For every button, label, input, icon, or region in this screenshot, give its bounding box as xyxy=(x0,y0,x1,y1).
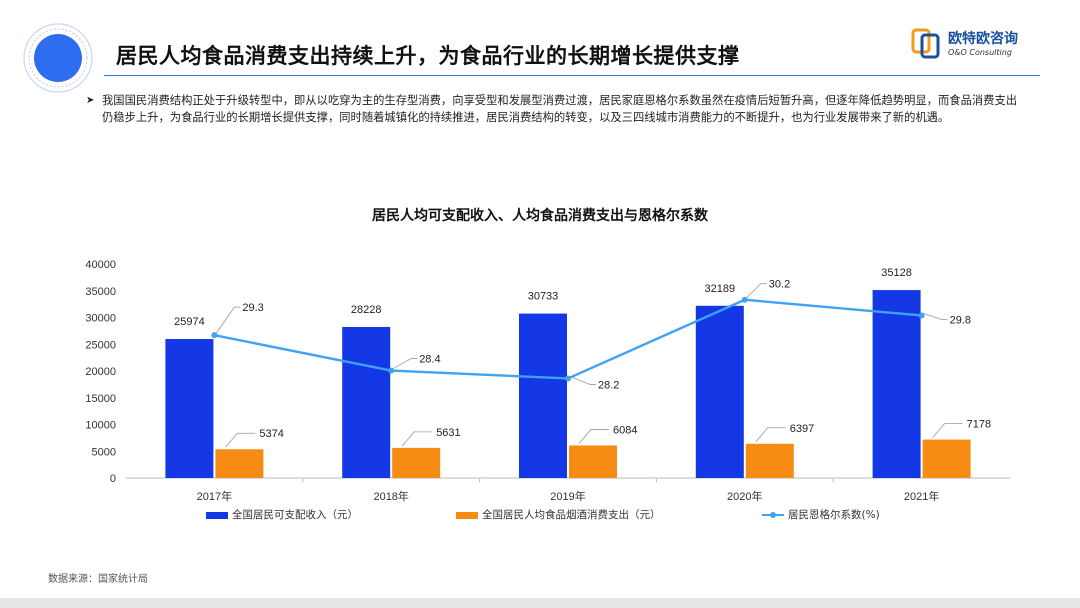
logo-name: 欧特欧咨询 xyxy=(948,31,1018,47)
legend-swatch-engel xyxy=(762,512,784,518)
engel-point xyxy=(918,312,925,319)
engel-label: 30.2 xyxy=(769,279,790,291)
engel-leader xyxy=(393,358,418,369)
chart-title: 居民人均可支配收入、人均食品消费支出与恩格尔系数 xyxy=(372,208,708,224)
y-tick-label: 10000 xyxy=(85,420,116,432)
page-title: 居民人均食品消费支出持续上升，为食品行业的长期增长提供支撑 xyxy=(116,44,740,68)
engel-label: 28.2 xyxy=(598,379,619,391)
bar-income-label: 25974 xyxy=(174,316,205,328)
engel-point xyxy=(211,332,218,339)
bullet-arrow-icon: ➤ xyxy=(86,95,95,106)
bar-food xyxy=(922,439,971,478)
engel-label: 28.4 xyxy=(419,354,440,366)
bar-food-label: 6084 xyxy=(613,424,637,436)
engel-leader xyxy=(569,376,596,385)
engel-label: 29.3 xyxy=(242,302,263,314)
bar-food xyxy=(392,447,441,478)
bar-food-label: 6397 xyxy=(790,423,814,435)
legend-swatch-food xyxy=(456,511,478,519)
bar-income xyxy=(165,339,214,478)
legend-food: 全国居民人均食品烟酒消费支出（元） xyxy=(456,507,661,522)
engel-point xyxy=(741,296,748,303)
bar-food-leader xyxy=(932,423,963,438)
legend-engel: 居民恩格尔系数(%) xyxy=(762,507,880,522)
y-tick-label: 0 xyxy=(110,473,116,485)
title-divider xyxy=(104,75,1040,76)
footer-band xyxy=(0,598,1080,608)
y-tick-label: 25000 xyxy=(85,339,116,351)
bar-income-label: 28228 xyxy=(351,304,382,316)
bar-food xyxy=(215,449,264,478)
bar-food-label: 7178 xyxy=(967,419,991,431)
engel-leader xyxy=(746,283,767,299)
engel-leader xyxy=(216,306,241,334)
bar-income-label: 32189 xyxy=(705,283,736,295)
intro-text: 我国国民消费结构正处于升级转型中，即从以吃穿为主的生存型消费，向享受型和发展型消… xyxy=(102,94,1018,124)
legend-swatch-income xyxy=(206,511,228,519)
engel-point xyxy=(565,375,571,382)
x-tick-label: 2019年 xyxy=(550,489,585,503)
x-tick-label: 2017年 xyxy=(197,489,232,503)
engel-line xyxy=(214,298,922,380)
intro-paragraph: ➤ 我国国民消费结构正处于升级转型中，即从以吃穿为主的生存型消费，向享受型和发展… xyxy=(86,92,1022,126)
y-tick-label: 40000 xyxy=(85,259,116,271)
engel-leader xyxy=(923,313,948,320)
company-logo: 欧特欧咨询 O&O Consulting xyxy=(910,26,1040,64)
bar-income xyxy=(519,313,567,478)
legend-income: 全国居民可支配收入（元） xyxy=(206,507,358,522)
x-tick-label: 2020年 xyxy=(727,489,762,503)
data-source: 数据来源：国家统计局 xyxy=(48,574,148,585)
header-circle-icon xyxy=(23,23,93,93)
x-tick-label: 2021年 xyxy=(904,489,939,503)
bar-food-leader xyxy=(578,429,609,444)
bar-food xyxy=(745,443,794,478)
bar-income-label: 35128 xyxy=(881,267,912,279)
bar-income xyxy=(872,290,921,478)
y-tick-label: 15000 xyxy=(85,393,116,405)
bar-food-label: 5374 xyxy=(259,428,283,440)
bar-food-label: 5631 xyxy=(436,427,460,439)
y-tick-label: 30000 xyxy=(85,313,116,325)
bar-food-leader xyxy=(401,431,433,447)
legend-label-engel: 居民恩格尔系数(%) xyxy=(788,509,880,521)
bar-income xyxy=(342,326,391,478)
engel-point xyxy=(388,367,395,374)
bar-food-leader xyxy=(755,427,786,443)
y-tick-label: 20000 xyxy=(85,366,116,378)
logo-subtitle: O&O Consulting xyxy=(948,48,1012,57)
x-tick-label: 2018年 xyxy=(373,489,408,503)
bar-income xyxy=(695,305,744,478)
y-tick-label: 35000 xyxy=(85,286,116,298)
logo-mark-icon xyxy=(911,28,940,59)
legend-label-income: 全国居民可支配收入（元） xyxy=(232,509,358,521)
legend-label-food: 全国居民人均食品烟酒消费支出（元） xyxy=(482,509,661,521)
bar-food xyxy=(569,445,617,478)
bar-food-leader xyxy=(225,432,256,448)
y-tick-label: 5000 xyxy=(92,446,116,458)
engel-label: 29.8 xyxy=(950,314,971,326)
bar-income-label: 30733 xyxy=(528,291,559,303)
